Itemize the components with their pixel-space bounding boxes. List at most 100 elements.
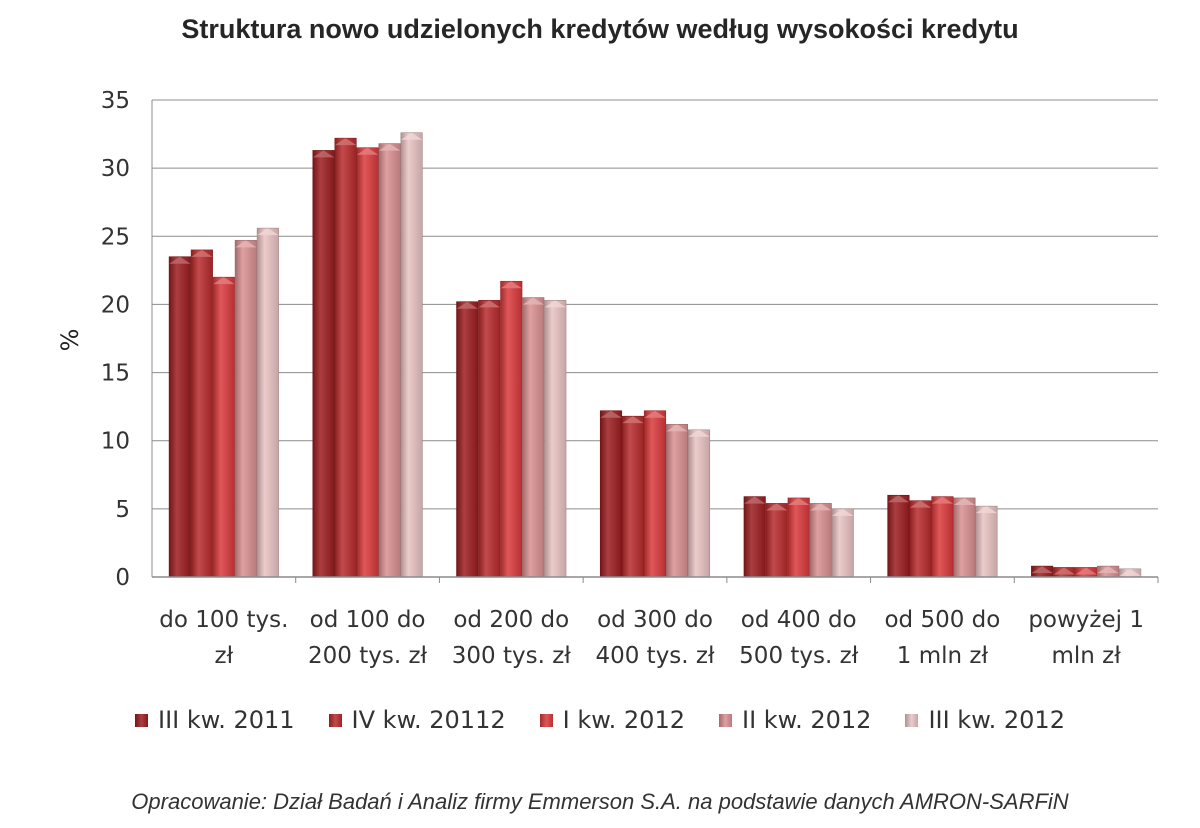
bar [765, 503, 788, 578]
bar-cap [213, 277, 235, 285]
bar [544, 300, 567, 578]
legend-label: III kw. 2012 [928, 706, 1065, 734]
x-tick-label: od 500 do 1 mln zł [884, 607, 1000, 669]
bar [168, 256, 191, 578]
bar-chart: 0 5 10 15 20 25 30 35% do 100 tys. zł od 100 do 200… [56, 88, 1159, 669]
bar-cap [356, 147, 379, 155]
legend-item: IV kw. 20112 [328, 706, 506, 734]
bar [621, 415, 645, 578]
legend-label: IV kw. 20112 [351, 706, 506, 734]
bar [665, 424, 689, 578]
legend-item: III kw. 2012 [905, 706, 1065, 734]
source-note: Opracowanie: Dział Badań i Analiz firmy … [131, 789, 1069, 814]
bar-cap [975, 506, 998, 514]
bar-cap [743, 496, 766, 504]
legend-label: II kw. 2012 [741, 706, 872, 734]
bar [378, 143, 401, 578]
x-tick-label: od 300 do 400 tys. zł [595, 607, 715, 669]
bar [312, 150, 335, 578]
bar-cap [765, 503, 788, 511]
bar [931, 496, 954, 578]
bar [887, 494, 910, 578]
x-tick-label: powyżej 1 mln zł [1028, 607, 1144, 669]
bar-cap [1097, 566, 1119, 574]
bar [334, 137, 357, 578]
bar [787, 497, 810, 578]
bar-cap [909, 500, 932, 508]
y-tick-label: 0 [115, 565, 130, 591]
bar-cap [169, 256, 191, 264]
x-tick-label: od 100 do 200 tys. zł [308, 607, 428, 669]
bar-cap [600, 410, 622, 418]
bar [909, 500, 932, 578]
bar [456, 301, 479, 578]
bar [809, 503, 832, 578]
chart-title: Struktura nowo udzielonych kredytów wedł… [181, 14, 1019, 44]
bar-cap [257, 228, 279, 236]
bar-cap [456, 301, 479, 309]
bar [478, 300, 501, 578]
bar [831, 508, 854, 578]
bar-cap [809, 503, 832, 511]
axes: 0 5 10 15 20 25 30 35% do 100 tys. zł od 100 do 200… [56, 88, 1159, 669]
bar [190, 249, 213, 578]
y-tick-label: 20 [101, 292, 130, 318]
bar-cap [787, 497, 810, 505]
legend: III kw. 2011 IV kw. 20112 I kw. 2012 II kw.… [0, 706, 1200, 734]
legend-label: III kw. 2011 [158, 706, 295, 734]
bar [212, 276, 235, 578]
bar-cap [378, 143, 401, 151]
legend-item: II kw. 2012 [718, 706, 872, 734]
y-tick-label: 35 [101, 88, 130, 114]
bar-cap [478, 300, 501, 308]
bar-cap [887, 495, 910, 503]
y-axis-label: % [56, 329, 84, 352]
legend-swatch [718, 713, 732, 727]
legend-label: I kw. 2012 [562, 706, 685, 734]
legend-swatch [328, 713, 342, 727]
bar [643, 410, 667, 578]
bar-cap [1119, 568, 1141, 576]
bar-cap [1053, 567, 1075, 575]
legend-swatch [135, 713, 149, 727]
y-tick-label: 5 [115, 497, 130, 523]
bar-cap [400, 132, 423, 140]
x-tick-label: od 400 do 500 tys. zł [739, 607, 859, 669]
bar [400, 132, 423, 578]
y-tick-label: 15 [101, 361, 130, 387]
legend-item: I kw. 2012 [539, 706, 685, 734]
bar [500, 280, 523, 578]
bar-cap [544, 300, 567, 308]
bar [687, 429, 711, 578]
bar-cap [312, 150, 335, 158]
x-tick-label: do 100 tys. zł [159, 607, 288, 669]
bar-cap [622, 416, 644, 424]
bar [256, 227, 279, 578]
bar-cap [235, 240, 257, 248]
y-tick-label: 25 [101, 224, 130, 250]
bar-cap [1075, 567, 1097, 575]
bar [234, 240, 257, 578]
bar-cap [688, 429, 710, 437]
bar-cap [644, 410, 666, 418]
bar-cap [831, 508, 854, 516]
bar-cap [953, 497, 976, 505]
bar-cap [666, 424, 688, 432]
bar-cap [191, 249, 213, 257]
x-tick-label: od 200 do 300 tys. zł [452, 607, 572, 669]
legend-item: III kw. 2011 [135, 706, 295, 734]
legend-swatch [539, 713, 553, 727]
legend-swatch [905, 713, 919, 727]
y-tick-label: 10 [101, 429, 130, 455]
bar [356, 147, 379, 578]
bar-cap [334, 138, 357, 146]
bar-cap [500, 281, 523, 289]
bar [953, 497, 976, 578]
bars [168, 132, 1142, 578]
bar [743, 496, 766, 578]
bar [599, 410, 623, 578]
bar-cap [522, 297, 545, 305]
bar [522, 297, 545, 578]
bar-cap [931, 496, 954, 504]
y-tick-label: 30 [101, 156, 130, 182]
